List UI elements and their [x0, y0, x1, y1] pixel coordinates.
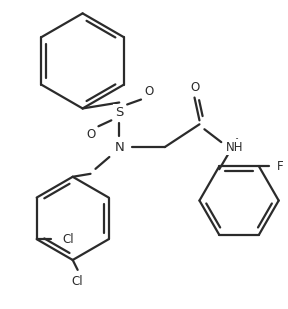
Text: O: O [86, 128, 95, 141]
Text: Cl: Cl [72, 275, 84, 288]
Text: Cl: Cl [62, 233, 74, 246]
Text: O: O [144, 85, 154, 98]
Text: S: S [115, 106, 124, 119]
Text: O: O [190, 81, 199, 94]
Text: N: N [114, 141, 124, 154]
Text: NH: NH [226, 141, 244, 154]
Text: F: F [277, 160, 284, 173]
